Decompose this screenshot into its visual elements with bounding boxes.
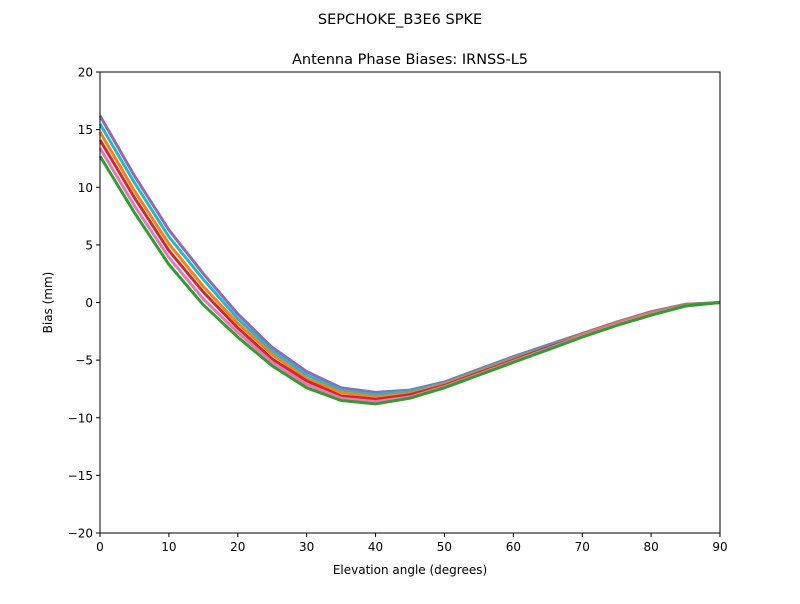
- suptitle: SEPCHOKE_B3E6 SPKE: [318, 12, 482, 28]
- y-tick-label: 20: [78, 66, 93, 80]
- plot-frame: [99, 71, 721, 534]
- x-tick-label: 50: [437, 540, 452, 554]
- series-lines: [98, 115, 721, 406]
- y-tick-label: −10: [68, 411, 93, 425]
- x-tick-label: 10: [161, 540, 176, 554]
- y-tick-label: 5: [85, 238, 93, 252]
- x-tick-label: 20: [230, 540, 245, 554]
- y-tick-label: 0: [85, 296, 93, 310]
- y-axis: −20 −15 −10 −5 0 5 10 15 20: [68, 66, 100, 541]
- x-tick-label: 80: [643, 540, 658, 554]
- series-line-5: [98, 115, 721, 394]
- series-line-2: [98, 139, 721, 401]
- y-tick-label: 10: [78, 181, 93, 195]
- x-tick-label: 60: [506, 540, 521, 554]
- x-axis: 0 10 20 30 40 50 60 70 80 90: [96, 533, 728, 554]
- y-tick-label: 15: [78, 123, 93, 137]
- y-tick-label: −15: [68, 469, 93, 483]
- x-axis-label: Elevation angle (degrees): [333, 563, 487, 577]
- x-tick-label: 0: [96, 540, 104, 554]
- x-tick-label: 70: [575, 540, 590, 554]
- x-tick-label: 90: [712, 540, 727, 554]
- y-axis-label: Bias (mm): [41, 272, 55, 334]
- y-tick-label: −20: [68, 527, 93, 541]
- y-tick-label: −5: [75, 354, 93, 368]
- series-line-0: [98, 155, 721, 406]
- chart-title: Antenna Phase Biases: IRNSS-L5: [292, 52, 528, 68]
- x-tick-label: 40: [368, 540, 383, 554]
- x-tick-label: 30: [299, 540, 314, 554]
